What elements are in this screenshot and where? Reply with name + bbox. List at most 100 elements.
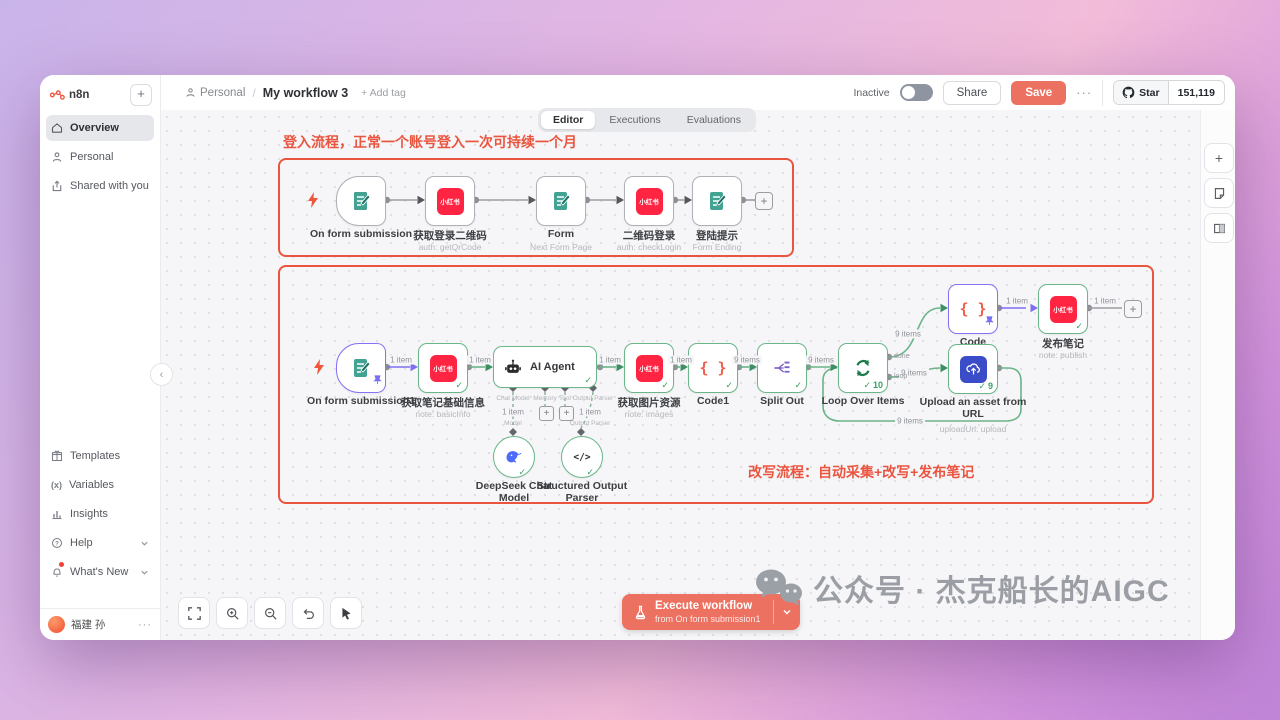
success-check-icon: ✓ bbox=[1075, 321, 1083, 331]
node-qrcode-login[interactable]: 小红书 二维码登录 auth: checkLogin bbox=[617, 176, 681, 252]
new-workflow-button[interactable]: + bbox=[130, 84, 152, 106]
form-trigger-icon bbox=[354, 359, 371, 377]
edge-label: 1 item bbox=[668, 355, 694, 365]
sidebar-item-overview[interactable]: Overview bbox=[46, 115, 154, 141]
share-button[interactable]: Share bbox=[942, 80, 1002, 105]
node-publish-note[interactable]: 小红书 ✓ 发布笔记 note: publish bbox=[1038, 284, 1088, 360]
sidebar-collapse-handle[interactable]: ‹ bbox=[150, 363, 173, 386]
workflow-title[interactable]: My workflow 3 bbox=[262, 85, 349, 100]
save-button[interactable]: Save bbox=[1011, 80, 1067, 105]
pinned-data-icon bbox=[985, 313, 994, 331]
node-login-tip[interactable]: 登陆提示 Form Ending bbox=[692, 176, 742, 252]
chevron-down-icon bbox=[783, 609, 791, 615]
sidebar-item-label: Personal bbox=[70, 151, 114, 163]
user-menu[interactable]: 福建 孙 ··· bbox=[40, 608, 160, 640]
sidebar-item-help[interactable]: ? Help bbox=[46, 530, 154, 556]
editor-tabs: Editor Executions Evaluations bbox=[538, 108, 757, 132]
edge-label: 1 item bbox=[1092, 296, 1118, 306]
node-ai-agent[interactable]: AI Agent ✓ bbox=[493, 346, 597, 388]
chevron-down-icon bbox=[141, 570, 148, 575]
avatar bbox=[48, 616, 65, 633]
node-loop-over-items[interactable]: ✓ 10 Loop Over Items bbox=[822, 343, 904, 407]
watermark-text: 公众号 · 杰克船长的AIGC bbox=[813, 575, 1170, 608]
node-code[interactable]: { } Code bbox=[948, 284, 998, 348]
sidebar-item-whats-new[interactable]: What's New bbox=[46, 559, 154, 585]
success-check-icon: ✓ bbox=[978, 381, 986, 391]
undo-button[interactable] bbox=[292, 597, 324, 629]
code-braces-icon: { } bbox=[959, 300, 987, 318]
sidebar-item-variables[interactable]: (x) Variables bbox=[46, 472, 154, 498]
toggle-knob bbox=[901, 86, 915, 99]
zoom-in-button[interactable] bbox=[216, 597, 248, 629]
person-icon bbox=[186, 88, 195, 97]
breadcrumb-project[interactable]: Personal bbox=[185, 87, 245, 99]
user-more-icon[interactable]: ··· bbox=[138, 618, 152, 631]
trigger-bolt-icon bbox=[314, 359, 324, 375]
edge-label: 1 item bbox=[388, 355, 414, 365]
n8n-logo[interactable]: n8n bbox=[50, 89, 89, 101]
github-star-button[interactable]: Star 151,119 bbox=[1113, 80, 1225, 105]
sidebar-item-label: Overview bbox=[70, 122, 119, 134]
agent-port-tool: Tool bbox=[559, 395, 571, 402]
tab-evaluations[interactable]: Evaluations bbox=[686, 114, 742, 126]
user-name: 福建 孙 bbox=[71, 619, 106, 631]
add-sticky-note-button[interactable] bbox=[1204, 178, 1234, 208]
node-code1[interactable]: { } ✓ Code1 bbox=[688, 343, 738, 407]
node-get-images[interactable]: 小红书 ✓ 获取图片资源 note: images bbox=[618, 343, 681, 419]
node-get-note-info[interactable]: 小红书 ✓ 获取笔记基础信息 note: basicInfo bbox=[401, 343, 485, 419]
layout-panel-button[interactable] bbox=[1204, 213, 1234, 243]
node-deepseek-chat-model[interactable]: ✓ DeepSeek Chat Model bbox=[476, 436, 552, 504]
node-get-login-qrcode[interactable]: 小红书 获取登录二维码 auth: getQrCode bbox=[413, 176, 487, 252]
execute-workflow-button[interactable]: Execute workflow from On form submission… bbox=[622, 594, 800, 630]
n8n-logo-icon bbox=[50, 90, 65, 100]
login-flow-annotation: 登入流程，正常一个账号登入一次可持续一个月 bbox=[283, 134, 577, 150]
sidebar-item-insights[interactable]: Insights bbox=[46, 501, 154, 527]
notification-dot bbox=[59, 562, 64, 567]
add-node-inline-button[interactable]: + bbox=[755, 192, 773, 210]
add-tag-button[interactable]: + Add tag bbox=[361, 86, 406, 99]
success-check-icon: ✓ bbox=[794, 380, 802, 390]
agent-port-chat-model: Chat Model bbox=[496, 395, 530, 402]
sidebar-item-personal[interactable]: Personal bbox=[46, 144, 154, 170]
zoom-out-button[interactable] bbox=[254, 597, 286, 629]
loop-done-output-label: done bbox=[894, 353, 910, 360]
execute-sublabel: from On form submission1 bbox=[655, 613, 761, 624]
node-on-form-submission[interactable]: On form submission bbox=[310, 176, 412, 240]
node-form[interactable]: Form Next Form Page bbox=[530, 176, 592, 252]
workflow-canvas[interactable]: 登入流程，正常一个账号登入一次可持续一个月 改写流程：自动采集+改写+发布笔记 bbox=[160, 110, 1235, 640]
loop-loop-output-label: loop bbox=[894, 373, 908, 380]
pointer-tool-button[interactable] bbox=[330, 597, 362, 629]
execute-options-dropdown[interactable] bbox=[774, 594, 800, 630]
more-options-button[interactable]: ··· bbox=[1076, 85, 1093, 100]
xiaohongshu-icon: 小红书 bbox=[1049, 295, 1077, 323]
zoom-to-fit-button[interactable] bbox=[178, 597, 210, 629]
tab-executions[interactable]: Executions bbox=[609, 114, 661, 126]
form-icon bbox=[710, 192, 727, 210]
add-node-panel-button[interactable]: + bbox=[1204, 143, 1234, 173]
logo-text: n8n bbox=[69, 89, 90, 101]
edge-label: 1 item bbox=[597, 355, 623, 365]
sidebar-item-templates[interactable]: Templates bbox=[46, 443, 154, 469]
add-memory-button[interactable]: + bbox=[539, 406, 554, 421]
robot-icon bbox=[505, 359, 521, 373]
node-structured-output-parser[interactable]: </> ✓ Structured Output Parser bbox=[537, 436, 627, 504]
edge-label: 1 item bbox=[500, 407, 526, 417]
sidebar-item-shared-with-you[interactable]: Shared with you bbox=[46, 173, 154, 199]
form-icon bbox=[554, 192, 571, 210]
agent-port-memory: Memory bbox=[533, 395, 557, 402]
active-toggle[interactable] bbox=[899, 84, 933, 101]
login-flow-group-frame bbox=[278, 158, 794, 257]
chevron-down-icon bbox=[141, 541, 148, 546]
node-upload-asset[interactable]: ✓ 9 Upload an asset from URL uploadUrl: u… bbox=[920, 344, 1026, 434]
add-tool-button[interactable]: + bbox=[559, 406, 574, 421]
add-node-inline-button[interactable]: + bbox=[1124, 300, 1142, 318]
node-split-out[interactable]: ✓ Split Out bbox=[757, 343, 807, 407]
edge-label: 1 item bbox=[577, 407, 603, 417]
help-icon: ? bbox=[51, 537, 63, 549]
tab-editor[interactable]: Editor bbox=[541, 111, 596, 129]
pinned-data-icon bbox=[373, 372, 382, 390]
sidebar-item-label: Insights bbox=[70, 508, 108, 520]
edge-label: 1 item bbox=[467, 355, 493, 365]
node-on-form-submission1[interactable]: On form submission1 bbox=[307, 343, 415, 407]
execute-label: Execute workflow bbox=[655, 599, 753, 612]
